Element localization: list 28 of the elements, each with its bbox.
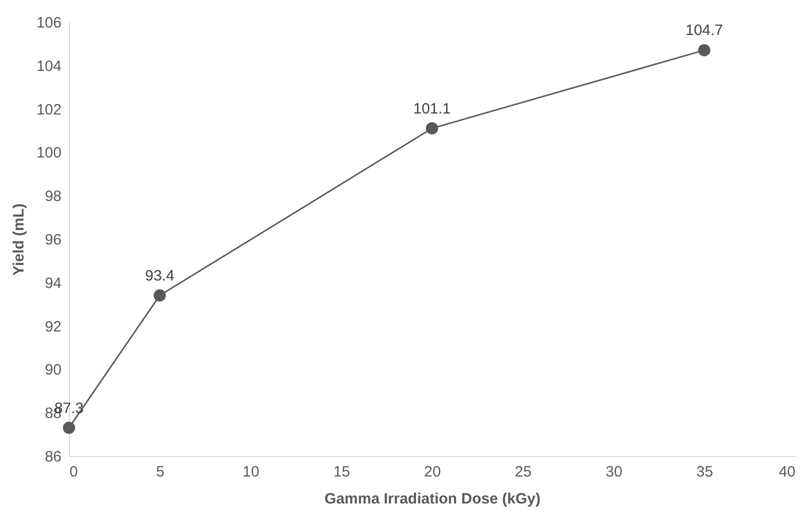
y-tick-label: 104	[36, 58, 62, 75]
y-tick-label: 98	[44, 188, 62, 206]
y-tick-label: 94	[44, 274, 62, 292]
x-tick-label: 30	[606, 464, 622, 480]
x-tick-label: 35	[696, 464, 714, 480]
x-axis-title: Gamma Irradiation Dose (kGy)	[324, 490, 540, 508]
y-tick-label: 86	[44, 448, 62, 466]
x-tick-label: 40	[778, 464, 796, 480]
x-tick-label: 15	[333, 464, 350, 480]
y-axis-title: Yield (mL)	[10, 204, 28, 276]
y-tick-label: 102	[36, 101, 62, 118]
data-label: 93.4	[145, 267, 174, 284]
x-tick-label: 20	[424, 464, 441, 480]
point	[62, 422, 76, 434]
y-tick-label: 96	[44, 232, 62, 248]
y-tick-label: 106	[36, 14, 62, 32]
x-tick-label: 25	[514, 464, 532, 480]
x-tick-label: 0	[70, 464, 78, 480]
data-label: 101.1	[413, 100, 451, 118]
data-label: 104.7	[685, 22, 724, 40]
y-tick-label: 100	[36, 144, 62, 162]
x-tick-label: 5	[156, 464, 164, 480]
y-tick-label: 92	[44, 318, 62, 336]
point	[698, 44, 710, 56]
y-tick-label: 90	[44, 362, 62, 379]
x-tick-label: 10	[242, 464, 260, 480]
point	[154, 289, 166, 302]
point	[426, 122, 438, 134]
